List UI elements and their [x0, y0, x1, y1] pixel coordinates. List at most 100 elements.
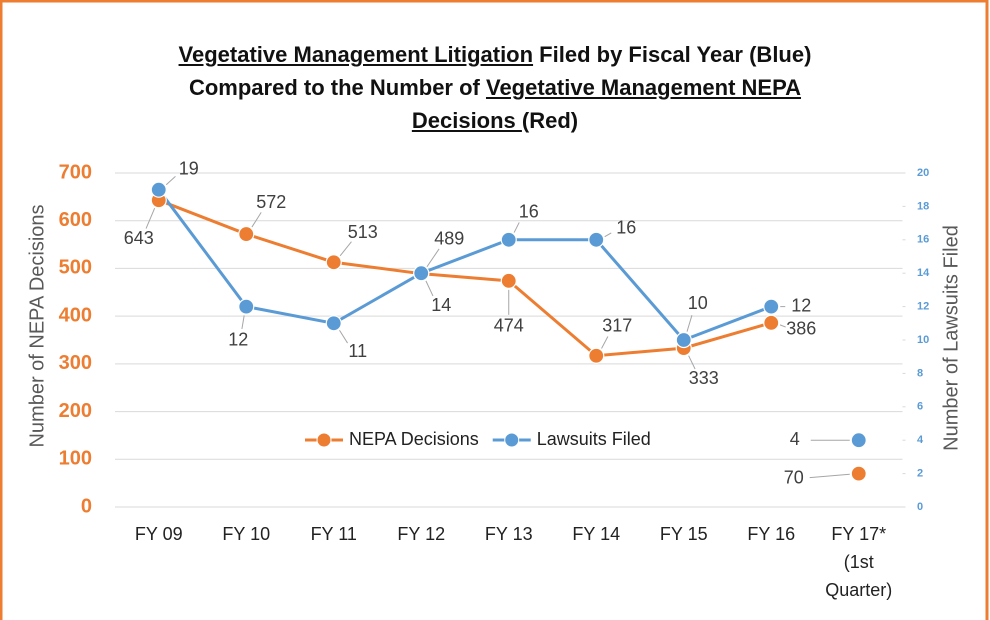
leader-line [339, 241, 352, 257]
marker [675, 331, 692, 349]
marker [763, 314, 780, 331]
x-tick-label: FY 16 [747, 524, 795, 544]
data-label: 386 [786, 319, 816, 339]
legend-marker [504, 432, 520, 448]
y2-tick-label: 10 [917, 334, 929, 346]
series-line [157, 188, 772, 342]
x-tick-line: FY 17* [831, 524, 886, 544]
leader-line [426, 248, 440, 268]
x-tick-label: FY 14 [572, 524, 620, 544]
data-label: 12 [228, 329, 248, 349]
leader-line [339, 329, 348, 344]
y-tick-label: 400 [59, 304, 92, 326]
data-label: 513 [348, 222, 378, 242]
marker [850, 432, 867, 449]
x-tick-line: Quarter) [825, 580, 892, 600]
legend-label: NEPA Decisions [349, 429, 479, 449]
y-tick-label: 100 [59, 448, 92, 470]
marker [150, 181, 167, 198]
x-tick-label: FY 10 [222, 524, 270, 544]
legend-marker [316, 432, 332, 448]
leader-line [601, 336, 609, 349]
y2-tick-label: 18 [917, 200, 929, 212]
leader-line [145, 208, 156, 229]
x-tick-line: (1st [844, 552, 874, 572]
marker [588, 231, 605, 248]
marker [325, 254, 342, 271]
title-part: Compared to the Number of [188, 75, 486, 100]
data-label: 572 [256, 192, 286, 212]
y2-tick-label: 0 [917, 501, 923, 513]
chart-title: Vegetative Management Litigation Filed b… [0, 38, 990, 137]
marker [763, 298, 780, 315]
title-line: Compared to the Number of Vegetative Man… [0, 71, 990, 104]
data-label: 643 [124, 228, 154, 248]
leader-line [604, 232, 612, 238]
marker [850, 465, 867, 482]
leader-line [686, 315, 693, 332]
data-label: 14 [431, 295, 451, 315]
y2-tick-label: 20 [917, 167, 929, 179]
leader-line [425, 280, 434, 297]
leader-line [241, 315, 245, 330]
data-label: 11 [348, 341, 367, 361]
y2-tick-label: 4 [917, 434, 924, 446]
y-tick-label: 600 [59, 209, 92, 231]
marker [588, 347, 605, 364]
y-tick-label: 700 [59, 161, 92, 183]
y2-tick-label: 8 [917, 367, 923, 379]
y2-axis-label: Number of Lawsuits Filed [940, 225, 962, 451]
data-label: 4 [790, 429, 800, 449]
marker [500, 231, 517, 248]
data-label: 70 [784, 467, 804, 487]
data-label: 317 [602, 315, 632, 335]
leader-line [251, 212, 262, 228]
leader-line [165, 175, 176, 186]
title-line: Vegetative Management Litigation Filed b… [0, 38, 990, 71]
legend-label: Lawsuits Filed [537, 429, 651, 449]
y2-tick-label: 2 [917, 468, 923, 480]
title-part: Vegetative Management Litigation [178, 42, 534, 67]
marker [325, 315, 342, 332]
data-label: 10 [688, 293, 708, 313]
series-line [158, 198, 772, 358]
marker [238, 225, 255, 243]
x-tick-label: FY 09 [135, 524, 183, 544]
y2-tick-label: 6 [917, 401, 923, 413]
leader-line [779, 324, 786, 328]
data-label: 489 [434, 228, 464, 248]
title-part: Decisions [411, 108, 522, 133]
data-label: 16 [616, 218, 636, 238]
y2-tick-label: 16 [917, 234, 929, 246]
x-tick-label: FY 11 [311, 524, 357, 544]
title-part: Filed by Fiscal Year (Blue) [533, 42, 812, 67]
marker [238, 298, 255, 315]
leader-line [809, 473, 850, 479]
x-tick-label: FY 13 [485, 524, 533, 544]
x-tick-label: FY 15 [660, 524, 708, 544]
x-tick-label: FY 12 [397, 524, 445, 544]
y-tick-label: 500 [59, 257, 92, 279]
title-part: (Red) [521, 108, 579, 133]
title-part: Vegetative Management NEPA [485, 75, 802, 100]
marker [413, 265, 430, 282]
y-tick-label: 300 [59, 352, 92, 374]
data-label: 16 [519, 202, 539, 222]
data-label: 333 [689, 368, 719, 388]
y-axis-label: Number of NEPA Decisions [26, 204, 48, 447]
leader-line [688, 355, 696, 370]
data-label: 474 [494, 316, 524, 336]
data-label: 19 [179, 158, 199, 178]
data-label: 12 [791, 295, 811, 315]
y2-tick-label: 14 [917, 267, 930, 279]
y-tick-label: 200 [59, 400, 92, 422]
x-tick-label: FY 17* (1st Quarter) [825, 524, 892, 600]
title-line: Decisions (Red) [0, 104, 990, 137]
y2-tick-label: 12 [917, 301, 929, 313]
leader-line [513, 222, 520, 233]
marker [500, 272, 517, 289]
y-tick-label: 0 [81, 495, 92, 517]
